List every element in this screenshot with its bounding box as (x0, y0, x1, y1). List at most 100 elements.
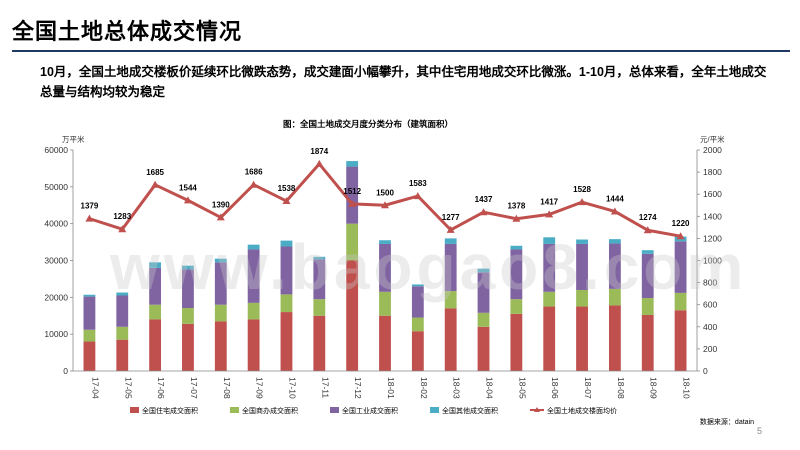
price-point (315, 159, 324, 167)
bar-segment (346, 260, 359, 371)
left-tick-label: 60000 (44, 145, 68, 155)
legend-label: 全国土地成交楼面均价 (547, 406, 617, 415)
left-tick-label: 40000 (44, 219, 68, 229)
bar-segment (444, 238, 457, 244)
right-tick-label: 1800 (703, 167, 722, 177)
bar-segment (247, 302, 260, 320)
price-point (85, 214, 94, 222)
left-tick-label: 50000 (44, 182, 68, 192)
legend-label: 全国工业成交面积 (342, 406, 398, 415)
legend-swatch (430, 407, 439, 413)
page-title: 全国土地总体成交情况 (12, 19, 243, 44)
right-tick-label: 1400 (703, 211, 722, 221)
x-tick-label: 17-05 (123, 377, 133, 399)
price-data-label: 1437 (475, 195, 493, 204)
bar-segment (411, 286, 424, 318)
x-tick-label: 18-05 (517, 377, 527, 399)
right-tick-label: 200 (703, 344, 717, 354)
bar-segment (214, 321, 227, 371)
legend-swatch (330, 407, 339, 413)
left-tick-label: 30000 (44, 256, 68, 266)
bar-segment (116, 295, 129, 327)
price-point (249, 180, 258, 188)
page-number: 5 (756, 426, 762, 436)
bar-segment (379, 315, 391, 371)
bar-segment (608, 239, 621, 244)
bar-segment (313, 315, 326, 371)
price-point (381, 201, 389, 209)
price-data-label: 1417 (540, 197, 558, 206)
price-point (348, 199, 357, 207)
bar-segment (182, 265, 194, 270)
bar-segment (379, 240, 391, 244)
x-tick-label: 18-02 (419, 377, 429, 399)
x-tick-label: 17-07 (189, 377, 199, 399)
bar-segment (411, 284, 424, 287)
bar-segment (608, 243, 621, 289)
right-tick-label: 1000 (703, 256, 722, 266)
bar-segment (247, 249, 260, 303)
price-point (610, 207, 619, 215)
price-data-label: 1390 (212, 200, 230, 209)
price-point (282, 197, 291, 205)
bar-segment (444, 243, 457, 292)
right-tick-label: 1600 (703, 189, 722, 199)
bar-segment (116, 292, 129, 296)
bar-segment (510, 245, 523, 250)
bar-segment (346, 161, 359, 167)
bar-segment (116, 339, 129, 371)
price-point (446, 225, 455, 233)
bar-segment (346, 166, 359, 224)
price-point (643, 226, 652, 234)
right-tick-label: 0 (703, 366, 708, 376)
bar-segment (83, 296, 96, 330)
bar-segment (641, 250, 654, 254)
x-tick-label: 17-08 (222, 377, 232, 399)
bar-segment (149, 304, 162, 320)
bar-segment (477, 272, 490, 313)
bar-segment (477, 312, 490, 327)
x-tick-label: 17-10 (287, 377, 297, 399)
legend-label: 全国其他成交面积 (442, 406, 498, 415)
bar-segment (641, 315, 654, 371)
bar-segment (313, 259, 326, 300)
legend-label: 全国商办成交面积 (242, 406, 298, 415)
bar-segment (543, 306, 556, 371)
bar-segment (149, 262, 162, 268)
left-tick-label: 0 (63, 366, 68, 376)
bar-segment (149, 319, 162, 371)
price-data-label: 1544 (179, 183, 197, 192)
price-data-label: 1686 (245, 168, 263, 177)
legend-swatch (230, 407, 239, 413)
bar-segment (543, 243, 556, 292)
bar-segment (116, 326, 129, 340)
bar-segment (444, 308, 457, 371)
bar-segment (641, 298, 654, 316)
bar-segment (280, 246, 293, 295)
legend-swatch (130, 407, 139, 413)
price-point (118, 225, 127, 233)
price-data-label: 1379 (81, 202, 99, 211)
bar-segment (280, 312, 293, 371)
bar-segment (477, 326, 490, 371)
bar-segment (444, 291, 457, 309)
x-tick-label: 18-07 (583, 377, 593, 399)
price-data-label: 1220 (672, 219, 690, 228)
title-divider (12, 50, 790, 52)
bar-segment (510, 299, 523, 314)
bar-segment (576, 243, 588, 290)
bar-segment (674, 292, 687, 311)
bar-segment (214, 258, 227, 263)
price-data-label: 1583 (409, 179, 427, 188)
x-tick-label: 18-06 (550, 377, 560, 399)
price-point (512, 214, 521, 222)
right-tick-label: 400 (703, 322, 717, 332)
price-point (676, 232, 685, 240)
price-point (578, 198, 587, 206)
bar-segment (83, 294, 96, 297)
bar-segment (214, 262, 227, 305)
price-point (545, 210, 554, 218)
bar-segment (411, 331, 424, 371)
bar-segment (149, 267, 162, 305)
price-point (413, 192, 422, 200)
